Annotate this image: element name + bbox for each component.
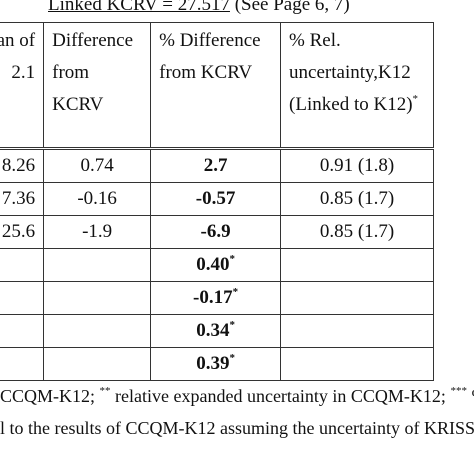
superscript: * xyxy=(229,319,235,331)
row: 0.39* xyxy=(0,347,434,381)
cell xyxy=(43,314,152,348)
row: 8.26 0.74 2.7 0.91 (1.8) xyxy=(0,148,434,183)
table: ean of 2.1 Difference from KCRV % Difference f… xyxy=(0,22,434,381)
footnote-text: CCQM-K12; xyxy=(0,386,100,406)
cell-text: -1.9 xyxy=(82,221,113,242)
row: 0.40* xyxy=(0,248,434,282)
header-row: ean of 2.1 Difference from KCRV % Difference f… xyxy=(0,22,434,149)
superscript: * xyxy=(412,93,419,105)
header-cell: Difference from KCRV xyxy=(43,22,152,149)
cell-text: 0.34 xyxy=(196,320,230,341)
superscript: * xyxy=(232,286,239,298)
title: Linked KCRV = 27.517 (See Page 6, 7) xyxy=(48,0,350,16)
cell-text: 8.26 xyxy=(1,155,36,176)
cell xyxy=(280,281,434,315)
header-text: KCRV xyxy=(52,94,104,115)
cell: -0.17* xyxy=(150,281,282,315)
cell xyxy=(0,281,45,315)
cell-text: 0.85 (1.7) xyxy=(319,221,395,242)
cell: 0.91 (1.8) xyxy=(280,148,434,183)
cell: -6.9 xyxy=(150,215,282,249)
cell: 7.36 xyxy=(0,182,45,216)
cell-text: -0.16 xyxy=(77,188,117,209)
header-text: from KCRV xyxy=(159,62,253,83)
cell: -0.16 xyxy=(43,182,152,216)
row: 0.34* xyxy=(0,314,434,348)
cell-text: 0.91 (1.8) xyxy=(319,155,395,176)
row: 25.6 -1.9 -6.9 0.85 (1.7) xyxy=(0,215,434,249)
footnote-text: relative expanded uncertainty in CCQM-K1… xyxy=(110,386,451,406)
cell xyxy=(280,347,434,381)
cell xyxy=(43,248,152,282)
header-text: uncertainty,K12 xyxy=(289,62,411,83)
cell: 0.85 (1.7) xyxy=(280,215,434,249)
cell-text: -0.57 xyxy=(195,188,236,209)
cell: 0.34* xyxy=(150,314,282,348)
row: 7.36 -0.16 -0.57 0.85 (1.7) xyxy=(0,182,434,216)
header-text: from xyxy=(52,62,90,83)
superscript: *** xyxy=(450,385,467,397)
cell: 0.39* xyxy=(150,347,282,381)
header-cell: % Rel. uncertainty,K12 (Linked to K12)* xyxy=(280,22,434,149)
row: -0.17* xyxy=(0,281,434,315)
header-text: 2.1 xyxy=(11,62,36,83)
superscript: ** xyxy=(99,385,111,397)
cell-text: -0.17 xyxy=(193,287,233,308)
cell-text: 0.39 xyxy=(196,353,230,374)
header-text: Difference xyxy=(52,30,134,51)
cell xyxy=(0,347,45,381)
cell xyxy=(43,347,152,381)
cell: 8.26 xyxy=(0,148,45,183)
cell: 0.85 (1.7) xyxy=(280,182,434,216)
superscript: * xyxy=(229,253,235,265)
cell-text: 0.40 xyxy=(196,254,230,275)
cell-text: 0.74 xyxy=(80,155,114,176)
header-text: ean of xyxy=(0,30,36,51)
footnote: CCQM-K12; ** relative expanded uncertain… xyxy=(0,386,474,407)
header-text: % Difference xyxy=(159,30,261,51)
footnote: l to the results of CCQM-K12 assuming th… xyxy=(0,418,474,439)
header-text: (Linked to K12) xyxy=(289,94,413,115)
cell xyxy=(280,314,434,348)
cell: 0.40* xyxy=(150,248,282,282)
kcrv: Linked KCRV = 27.517 xyxy=(48,0,230,15)
cell-text: 2.7 xyxy=(203,155,228,176)
superscript: * xyxy=(229,352,235,364)
cell-text: 0.85 (1.7) xyxy=(319,188,395,209)
header-text: % Rel. xyxy=(289,30,341,51)
header-cell: ean of 2.1 xyxy=(0,22,45,149)
cell: 0.74 xyxy=(43,148,152,183)
cell: 2.7 xyxy=(150,148,282,183)
cell: -1.9 xyxy=(43,215,152,249)
title-note: (See Page 6, 7) xyxy=(229,0,350,15)
footnote-text: l to the results of CCQM-K12 assuming th… xyxy=(0,418,474,438)
cell-text: 7.36 xyxy=(1,188,36,209)
cell xyxy=(280,248,434,282)
cell: 25.6 xyxy=(0,215,45,249)
cell: -0.57 xyxy=(150,182,282,216)
cell xyxy=(0,314,45,348)
cell xyxy=(0,248,45,282)
header-cell: % Difference from KCRV xyxy=(150,22,282,149)
cell-text: -6.9 xyxy=(200,221,231,242)
footnote-text: % xyxy=(467,386,474,406)
cell xyxy=(43,281,152,315)
cell-text: 25.6 xyxy=(1,221,36,242)
